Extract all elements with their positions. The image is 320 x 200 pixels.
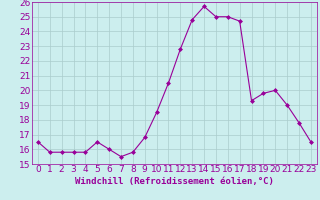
X-axis label: Windchill (Refroidissement éolien,°C): Windchill (Refroidissement éolien,°C) <box>75 177 274 186</box>
